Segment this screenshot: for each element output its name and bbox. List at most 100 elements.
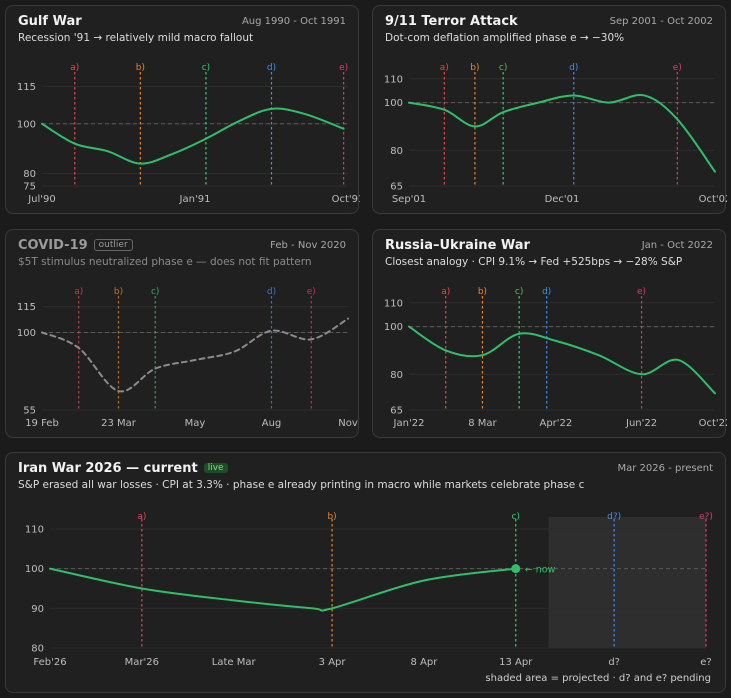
phase-label-b: b) bbox=[136, 63, 145, 73]
phase-label-d: d) bbox=[542, 287, 551, 297]
x-tick-label: Oct'91 bbox=[332, 194, 360, 205]
y-tick-label: 100 bbox=[384, 98, 403, 109]
chart-panel-gulf-war: Gulf War Aug 1990 - Oct 1991 Recession '91… bbox=[5, 5, 360, 214]
x-tick-label: Aug bbox=[262, 418, 282, 429]
chart-date-range: Mar 2026 - present bbox=[617, 463, 713, 474]
y-tick-label: 110 bbox=[25, 524, 44, 535]
series-line bbox=[408, 325, 716, 395]
chart-title: Gulf War bbox=[18, 14, 82, 29]
y-tick-label: 100 bbox=[384, 322, 403, 333]
x-tick-label: Jan'22 bbox=[393, 418, 425, 429]
chart-plot: 65 80 100 110 a) b) c) d) e) Sep'01 Dec'01 Oct'02 bbox=[384, 63, 727, 205]
x-tick-label: Oct'22 bbox=[699, 418, 727, 429]
phase-label-b: b) bbox=[478, 287, 487, 297]
chart-date-range: Aug 1990 - Oct 1991 bbox=[241, 16, 346, 27]
now-marker bbox=[511, 564, 521, 574]
chart-panel-russia-ukraine: Russia–Ukraine War Jan - Oct 2022 Closest … bbox=[372, 229, 727, 438]
y-tick-label: 100 bbox=[17, 328, 36, 339]
x-tick-label: Oct'02 bbox=[699, 194, 727, 205]
x-tick-label: e? bbox=[700, 657, 711, 668]
y-tick-label: 115 bbox=[17, 302, 36, 313]
x-tick-label: 19 Feb bbox=[25, 418, 59, 429]
x-tick-label: Jun'22 bbox=[625, 418, 657, 429]
phase-label-a: a) bbox=[70, 63, 79, 73]
x-tick-label: 3 Apr bbox=[319, 657, 347, 668]
chart-subtitle: S&P erased all war losses · CPI at 3.3% … bbox=[18, 479, 585, 491]
x-tick-label: Dec'01 bbox=[545, 194, 580, 205]
y-tick-label: 110 bbox=[384, 74, 403, 85]
series-line bbox=[41, 317, 349, 393]
projected-area bbox=[548, 517, 706, 648]
y-tick-label: 115 bbox=[17, 82, 36, 93]
y-tick-label: 100 bbox=[25, 564, 44, 575]
phase-label-e: e?) bbox=[699, 512, 713, 522]
phase-label-a: a) bbox=[440, 63, 449, 73]
chart-panel-911: 9/11 Terror Attack Sep 2001 - Oct 2002 Dot… bbox=[372, 5, 727, 214]
chart-date-range: Feb - Nov 2020 bbox=[270, 240, 346, 251]
chart-subtitle: Dot-com deflation amplified phase e → −3… bbox=[385, 32, 625, 44]
chart-title-text: Russia–Ukraine War bbox=[385, 238, 530, 253]
now-label: ← now bbox=[525, 565, 556, 576]
chart-subtitle: Recession '91 → relatively mild macro fa… bbox=[18, 32, 254, 44]
chart-title: COVID-19 outlier bbox=[18, 238, 133, 253]
y-tick-label: 100 bbox=[17, 119, 36, 130]
phase-label-e: e) bbox=[673, 63, 682, 73]
phase-label-c: c) bbox=[151, 287, 159, 297]
phase-label-c: c) bbox=[515, 287, 523, 297]
chart-subtitle: Closest analogy · CPI 9.1% → Fed +525bps… bbox=[385, 256, 683, 268]
y-tick-label: 55 bbox=[23, 406, 36, 417]
series-line bbox=[41, 107, 345, 165]
phase-label-d: d) bbox=[267, 287, 276, 297]
phase-label-e: e) bbox=[637, 287, 646, 297]
phase-label-d: d?) bbox=[607, 512, 621, 522]
x-tick-label: 8 Mar bbox=[468, 418, 497, 429]
chart-date-range: Jan - Oct 2022 bbox=[641, 240, 713, 251]
phase-label-b: b) bbox=[327, 512, 336, 522]
chart-panel-covid: COVID-19 outlier Feb - Nov 2020 $5T stimulu… bbox=[5, 229, 359, 438]
x-tick-label: 23 Mar bbox=[101, 418, 137, 429]
series-line bbox=[408, 93, 716, 173]
phase-label-b: b) bbox=[470, 63, 479, 73]
chart-date-range: Sep 2001 - Oct 2002 bbox=[609, 16, 713, 27]
phase-label-d: d) bbox=[267, 63, 276, 73]
x-tick-label: d? bbox=[608, 657, 620, 668]
chart-title-text: Iran War 2026 — current bbox=[18, 461, 198, 476]
chart-subtitle: $5T stimulus neutralized phase e — does … bbox=[18, 256, 312, 268]
phase-label-e: e) bbox=[307, 287, 316, 297]
chart-plot: 55 100 115 a) b) c) d) e) 19 Feb 23 Mar May Aug Nov bbox=[17, 287, 358, 429]
y-tick-label: 80 bbox=[390, 146, 403, 157]
chart-title: 9/11 Terror Attack bbox=[385, 14, 518, 29]
chart-title-text: Gulf War bbox=[18, 14, 82, 29]
x-tick-label: Nov bbox=[338, 418, 358, 429]
phase-label-c: c) bbox=[512, 512, 520, 522]
phase-label-a: a) bbox=[74, 287, 83, 297]
x-tick-label: Sep'01 bbox=[392, 194, 426, 205]
y-tick-label: 80 bbox=[31, 644, 44, 655]
x-tick-label: Jan'91 bbox=[179, 194, 211, 205]
chart-plot: 80 90 100 110 a) b) c) d?) e?) Feb'26 Mar'26 Late M… bbox=[25, 512, 713, 668]
series-line bbox=[49, 567, 517, 612]
phase-label-e: e) bbox=[339, 63, 348, 73]
x-tick-label: May bbox=[185, 418, 206, 429]
outlier-badge: outlier bbox=[93, 239, 133, 251]
phase-label-a: a) bbox=[137, 512, 146, 522]
chart-title: Iran War 2026 — current live bbox=[18, 461, 228, 476]
y-tick-label: 75 bbox=[23, 182, 36, 193]
chart-plot: 75 80 100 115 a) b) c) d) e) Jul'90 Jan'91 Oct'91 bbox=[17, 63, 360, 205]
chart-title-text: COVID-19 bbox=[18, 238, 88, 253]
x-tick-label: 8 Apr bbox=[410, 657, 438, 668]
live-badge: live bbox=[203, 463, 228, 473]
phase-label-d: d) bbox=[569, 63, 578, 73]
chart-title: Russia–Ukraine War bbox=[385, 238, 530, 253]
y-tick-label: 90 bbox=[31, 604, 44, 615]
x-tick-label: Apr'22 bbox=[539, 418, 572, 429]
x-tick-label: Jul'90 bbox=[27, 194, 56, 205]
y-tick-label: 110 bbox=[384, 298, 403, 309]
y-tick-label: 80 bbox=[390, 370, 403, 381]
chart-plot: 65 80 100 110 a) b) c) d) e) Jan'22 8 Mar Apr'22 Jun… bbox=[384, 287, 727, 429]
x-tick-label: Mar'26 bbox=[125, 657, 159, 668]
phase-label-c: c) bbox=[499, 63, 507, 73]
y-tick-label: 80 bbox=[23, 169, 36, 180]
x-tick-label: 13 Apr bbox=[499, 657, 533, 668]
phase-label-a: a) bbox=[441, 287, 450, 297]
